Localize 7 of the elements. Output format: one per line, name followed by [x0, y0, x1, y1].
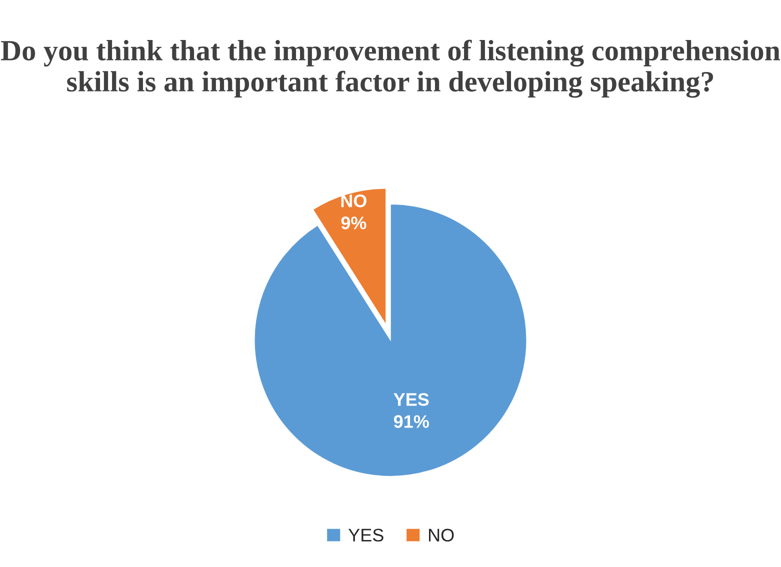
- data-label: 91%: [394, 415, 429, 428]
- slice-label: YES: [394, 393, 429, 406]
- data-label: 9%: [341, 216, 366, 230]
- legend-label: NO: [429, 528, 454, 542]
- legend-label: YES: [348, 528, 384, 542]
- slice-label: NO: [341, 194, 366, 208]
- chart-title: Do you think that the improvement of listening comprehension skills is an important factor in developing speaking?: [1, 40, 780, 98]
